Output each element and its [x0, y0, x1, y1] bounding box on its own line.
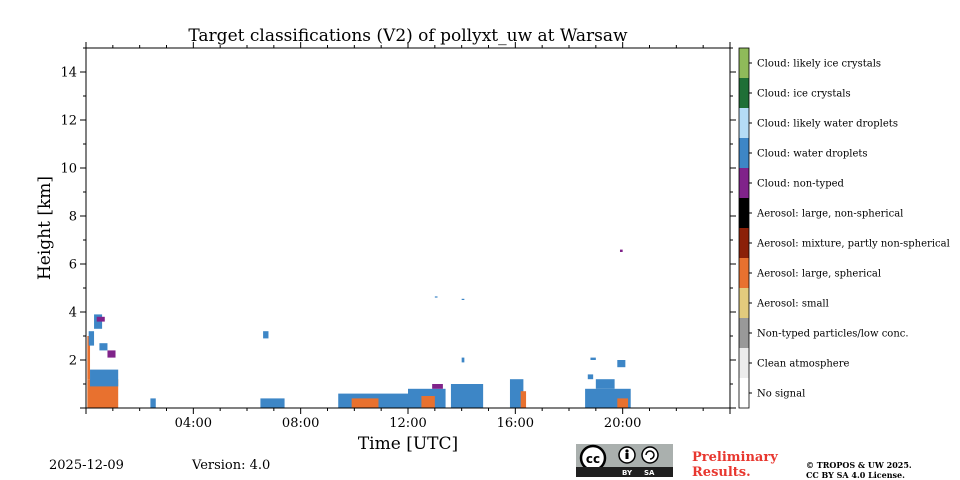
class-region-3 [88, 331, 95, 346]
axes: 04:00 08:00 12:00 16:00 20:00 2 4 6 8 10 12 14 [60, 42, 736, 431]
colorbar-swatch-7 [739, 168, 749, 198]
colorbar-frame [738, 47, 750, 409]
plot-area [87, 249, 631, 408]
class-region-27 [434, 296, 438, 298]
colorbar-label: Aerosol: mixture, partly non-spherical [756, 239, 950, 250]
colorbar-label: Aerosol: large, spherical [756, 269, 881, 280]
class-region-5 [96, 316, 105, 322]
colorbar-swatch-8 [739, 138, 749, 168]
colorbar-swatch-5 [739, 228, 749, 258]
class-region-12 [351, 398, 379, 408]
class-region-21 [617, 398, 629, 408]
class-region-6 [99, 343, 108, 351]
class-region-10 [263, 331, 269, 339]
colorbar-label: Cloud: water droplets [757, 149, 868, 160]
footer-version: Version: 4.0 [192, 458, 271, 473]
x-axis-label: Time [UTC] [358, 434, 458, 454]
class-region-7 [107, 350, 116, 358]
colorbar-label: Cloud: likely water droplets [757, 119, 898, 130]
y-tick-label: 10 [60, 162, 77, 177]
colorbar: Cloud: likely ice crystals Cloud: ice cry… [738, 47, 950, 409]
chart-title: Target classifications (V2) of pollyxt_u… [188, 26, 628, 46]
copyright-text: © TROPOS & UW 2025. [806, 460, 912, 470]
cc-sa-label: SA [644, 469, 655, 477]
class-region-24 [617, 360, 626, 368]
colorbar-label: Cloud: likely ice crystals [757, 59, 881, 70]
colorbar-swatch-10 [739, 78, 749, 108]
class-region-23 [587, 374, 594, 380]
x-tick-label: 16:00 [497, 416, 534, 431]
colorbar-swatch-1 [739, 348, 749, 378]
class-region-25 [590, 357, 596, 360]
colorbar-swatch-0 [739, 378, 749, 408]
y-tick-label: 4 [69, 306, 77, 321]
colorbar-swatch-4 [739, 258, 749, 288]
cc-license-badge: cc BY SA [576, 444, 673, 477]
plot-frame [85, 47, 731, 409]
class-region-1 [87, 336, 91, 380]
x-tick-label: 20:00 [604, 416, 641, 431]
license-text: CC BY SA 4.0 License. [806, 470, 905, 480]
colorbar-label: Cloud: ice crystals [757, 89, 851, 100]
class-region-22 [595, 379, 615, 389]
class-region-18 [509, 379, 524, 408]
license-notice: © TROPOS & UW 2025. CC BY SA 4.0 License… [806, 460, 912, 480]
y-tick-label: 14 [60, 66, 77, 81]
class-region-26 [619, 249, 623, 252]
class-region-8 [150, 398, 156, 408]
y-tick-label: 12 [60, 114, 77, 129]
x-tick-label: 08:00 [282, 416, 319, 431]
class-region-9 [260, 398, 285, 408]
y-tick-label: 8 [69, 210, 77, 225]
colorbar-swatch-11 [739, 48, 749, 78]
y-tick-label: 6 [69, 258, 77, 273]
svg-text:cc: cc [586, 452, 600, 466]
class-region-2 [90, 369, 119, 387]
x-tick-label: 04:00 [175, 416, 212, 431]
colorbar-label: Aerosol: large, non-spherical [756, 209, 903, 220]
colorbar-label: No signal [757, 389, 805, 400]
colorbar-label: Aerosol: small [756, 299, 829, 310]
class-region-19 [520, 391, 527, 408]
colorbar-swatch-6 [739, 198, 749, 228]
colorbar-label: Non-typed particles/low conc. [757, 329, 909, 340]
preliminary-text: Preliminary [692, 450, 778, 465]
footer-date: 2025-12-09 [49, 458, 124, 473]
colorbar-label: Cloud: non-typed [757, 179, 845, 190]
y-axis-label: Height [km] [35, 176, 55, 280]
class-region-28 [461, 298, 465, 300]
class-region-16 [450, 384, 484, 408]
class-region-15 [432, 384, 443, 389]
y-tick-label: 2 [69, 354, 77, 369]
class-region-14 [421, 396, 435, 408]
colorbar-swatch-2 [739, 318, 749, 348]
x-tick-label: 12:00 [389, 416, 426, 431]
colorbar-swatch-9 [739, 108, 749, 138]
preliminary-notice: Preliminary Results. [692, 450, 778, 480]
class-region-17 [461, 357, 465, 363]
results-text: Results. [692, 465, 751, 480]
cc-by-label: BY [622, 469, 633, 477]
colorbar-label: Clean atmosphere [757, 359, 850, 370]
colorbar-swatch-3 [739, 288, 749, 318]
